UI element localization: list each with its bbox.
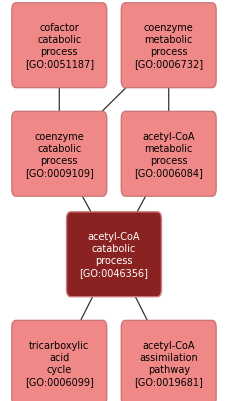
FancyBboxPatch shape — [12, 321, 106, 401]
Text: coenzyme
catabolic
process
[GO:0009109]: coenzyme catabolic process [GO:0009109] — [25, 132, 93, 177]
Text: acetyl-CoA
metabolic
process
[GO:0006084]: acetyl-CoA metabolic process [GO:0006084… — [134, 132, 202, 177]
FancyBboxPatch shape — [121, 321, 215, 401]
Text: acetyl-CoA
assimilation
pathway
[GO:0019681]: acetyl-CoA assimilation pathway [GO:0019… — [134, 340, 202, 386]
Text: tricarboxylic
acid
cycle
[GO:0006099]: tricarboxylic acid cycle [GO:0006099] — [25, 340, 93, 386]
Text: cofactor
catabolic
process
[GO:0051187]: cofactor catabolic process [GO:0051187] — [25, 23, 94, 69]
FancyBboxPatch shape — [66, 213, 161, 297]
Text: coenzyme
metabolic
process
[GO:0006732]: coenzyme metabolic process [GO:0006732] — [133, 23, 202, 69]
Text: acetyl-CoA
catabolic
process
[GO:0046356]: acetyl-CoA catabolic process [GO:0046356… — [79, 232, 148, 277]
FancyBboxPatch shape — [121, 4, 215, 89]
FancyBboxPatch shape — [12, 4, 106, 89]
FancyBboxPatch shape — [12, 112, 106, 197]
FancyBboxPatch shape — [121, 112, 215, 197]
